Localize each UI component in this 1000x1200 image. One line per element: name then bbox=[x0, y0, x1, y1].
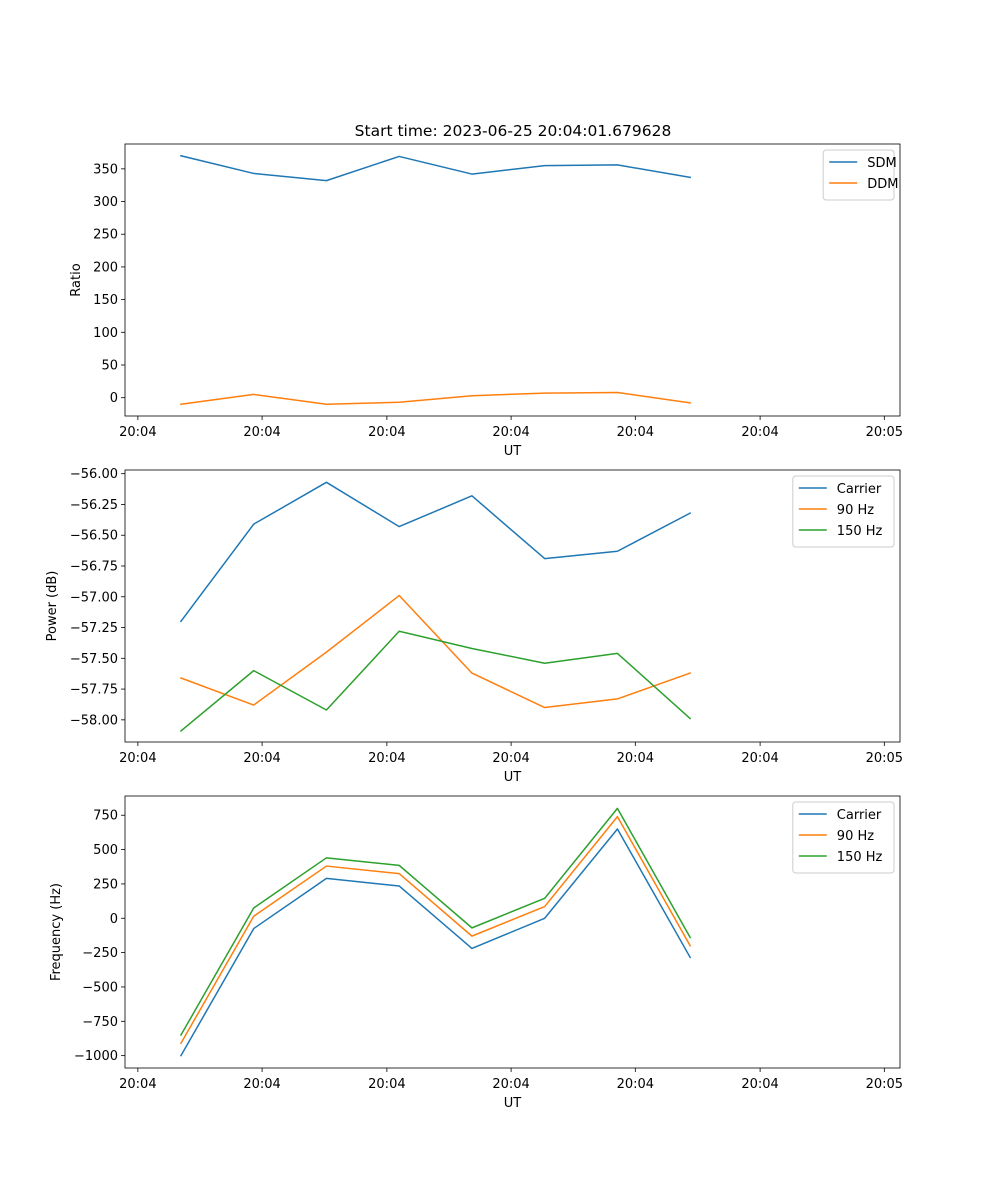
y-tick-label-1-1: 0 bbox=[110, 391, 118, 406]
series-line-3-1 bbox=[179, 828, 692, 1057]
x-axis-label-2: UT bbox=[504, 770, 522, 785]
legend-label-3-2: 90 Hz bbox=[837, 829, 874, 844]
y-axis-label-3: Frequency (Hz) bbox=[49, 883, 64, 981]
legend-3: Carrier 90 Hz 150 Hz bbox=[792, 801, 895, 874]
y-tick-label-2-7: −56.50 bbox=[70, 529, 118, 544]
legend-label-2-3: 150 Hz bbox=[837, 524, 883, 539]
y-tick-label-3-4: −250 bbox=[82, 946, 118, 961]
y-tick-label-3-3: −500 bbox=[82, 980, 118, 995]
x-axis-label-3: UT bbox=[504, 1096, 522, 1111]
y-axis-label-1: Ratio bbox=[69, 263, 84, 296]
series-line-1-1 bbox=[180, 154, 692, 182]
y-axis-label-2: Power (dB) bbox=[45, 571, 60, 642]
legend-label-1-1: SDM bbox=[867, 156, 896, 171]
x-tick-label-2-3: 20:04 bbox=[368, 751, 405, 766]
y-tick-label-1-5: 200 bbox=[93, 260, 118, 275]
x-tick-label-1-3: 20:04 bbox=[368, 425, 405, 440]
subplot-1: 20:04 20:04 20:04 20:04 20:04 20:04 20:05 0 50 10… bbox=[69, 143, 903, 459]
x-tick-label-3-5: 20:04 bbox=[617, 1077, 654, 1092]
x-tick-label-3-1: 20:04 bbox=[119, 1077, 156, 1092]
y-tick-label-1-7: 300 bbox=[93, 195, 118, 210]
x-tick-label-2-1: 20:04 bbox=[119, 751, 156, 766]
y-tick-label-2-9: −56.00 bbox=[70, 467, 118, 482]
legend-label-3-1: Carrier bbox=[837, 808, 882, 823]
y-tick-label-1-4: 150 bbox=[93, 293, 118, 308]
y-tick-label-2-1: −58.00 bbox=[70, 713, 118, 728]
x-tick-label-2-2: 20:04 bbox=[243, 751, 280, 766]
legend-label-2-2: 90 Hz bbox=[837, 503, 874, 518]
series-line-3-2 bbox=[179, 815, 692, 1045]
axes-frame-2 bbox=[124, 469, 901, 743]
x-tick-label-3-7: 20:05 bbox=[866, 1077, 903, 1092]
series-line-2-1 bbox=[179, 481, 692, 623]
axes-frame-3 bbox=[124, 795, 901, 1069]
y-tick-label-3-6: 250 bbox=[93, 877, 118, 892]
legend-label-3-3: 150 Hz bbox=[837, 850, 883, 865]
y-tick-label-1-2: 50 bbox=[101, 359, 118, 374]
x-tick-label-1-2: 20:04 bbox=[243, 425, 280, 440]
legend-label-1-2: DDM bbox=[867, 177, 898, 192]
x-tick-label-3-4: 20:04 bbox=[492, 1077, 529, 1092]
series-line-3-3 bbox=[179, 807, 692, 1037]
x-tick-label-3-3: 20:04 bbox=[368, 1077, 405, 1092]
y-tick-label-2-6: −56.75 bbox=[70, 560, 118, 575]
axes-frame-1 bbox=[124, 143, 901, 417]
x-tick-label-2-5: 20:04 bbox=[617, 751, 654, 766]
y-tick-label-1-8: 350 bbox=[93, 162, 118, 177]
x-tick-label-1-1: 20:04 bbox=[119, 425, 156, 440]
x-tick-label-1-5: 20:04 bbox=[617, 425, 654, 440]
series-line-2-3 bbox=[179, 630, 692, 732]
y-tick-label-2-4: −57.25 bbox=[70, 621, 118, 636]
y-tick-label-3-5: 0 bbox=[110, 912, 118, 927]
legend-2: Carrier 90 Hz 150 Hz bbox=[792, 475, 895, 548]
x-tick-label-2-6: 20:04 bbox=[741, 751, 778, 766]
x-tick-label-1-7: 20:05 bbox=[866, 425, 903, 440]
y-tick-label-1-6: 250 bbox=[93, 228, 118, 243]
y-tick-label-3-2: −750 bbox=[82, 1015, 118, 1030]
y-tick-label-2-8: −56.25 bbox=[70, 498, 118, 513]
x-axis-label-1: UT bbox=[504, 444, 522, 459]
y-tick-label-2-5: −57.00 bbox=[70, 590, 118, 605]
subplot-2: 20:04 20:04 20:04 20:04 20:04 20:04 20:05 −58.0… bbox=[45, 467, 903, 785]
y-tick-label-3-1: −1000 bbox=[74, 1049, 118, 1064]
x-tick-label-2-7: 20:05 bbox=[866, 751, 903, 766]
y-tick-label-2-2: −57.75 bbox=[70, 683, 118, 698]
y-tick-label-3-7: 500 bbox=[93, 843, 118, 858]
subplots: 20:04 20:04 20:04 20:04 20:04 20:04 20:05 0 50 10… bbox=[45, 143, 903, 1111]
x-tick-label-1-6: 20:04 bbox=[741, 425, 778, 440]
x-tick-label-3-2: 20:04 bbox=[243, 1077, 280, 1092]
subplot-3: 20:04 20:04 20:04 20:04 20:04 20:04 20:05 −1000… bbox=[49, 795, 903, 1111]
chart-title: Start time: 2023-06-25 20:04:01.679628 bbox=[355, 122, 672, 140]
x-tick-label-3-6: 20:04 bbox=[741, 1077, 778, 1092]
y-tick-label-1-3: 100 bbox=[93, 326, 118, 341]
x-tick-label-2-4: 20:04 bbox=[492, 751, 529, 766]
series-line-2-2 bbox=[179, 594, 692, 709]
y-tick-label-2-3: −57.50 bbox=[70, 652, 118, 667]
x-tick-label-1-4: 20:04 bbox=[492, 425, 529, 440]
legend-label-2-1: Carrier bbox=[837, 482, 882, 497]
series-line-1-2 bbox=[180, 391, 692, 406]
legend-1: SDM DDM bbox=[822, 149, 898, 201]
y-tick-label-3-8: 750 bbox=[93, 809, 118, 824]
